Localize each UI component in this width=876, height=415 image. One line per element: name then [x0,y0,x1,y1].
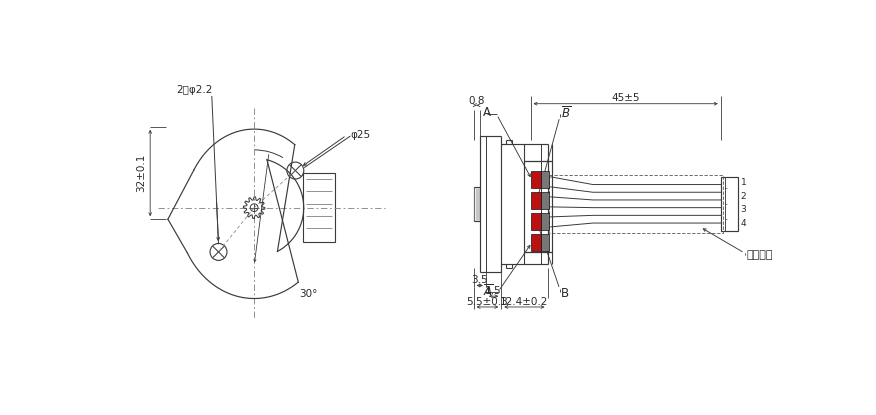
Text: φ25: φ25 [350,129,371,139]
Text: 45±5: 45±5 [611,93,639,103]
Bar [541,213,549,230]
Text: 32±0.1: 32±0.1 [136,154,146,192]
Bar [549,175,723,233]
Bar [302,173,335,242]
Bar [531,171,541,188]
Text: 2－φ2.2: 2－φ2.2 [177,85,213,95]
Bar [541,171,549,188]
Text: 0.8: 0.8 [469,96,485,106]
Text: A: A [483,106,491,120]
Bar [525,161,552,252]
Text: 4: 4 [741,219,746,228]
Text: 30°: 30° [299,288,317,298]
Text: 3.5: 3.5 [471,275,488,285]
Bar [541,234,549,251]
Text: 1.5: 1.5 [485,286,502,296]
Bar [541,192,549,209]
Text: 12.4±0.2: 12.4±0.2 [500,297,548,307]
Text: $\overline{B}$: $\overline{B}$ [562,105,571,121]
Text: $\overline{A}$: $\overline{A}$ [483,284,493,299]
Text: 3: 3 [741,205,746,215]
Text: B: B [562,287,569,300]
Bar [531,213,541,230]
Bar [721,177,738,231]
Bar [531,192,541,209]
Bar [531,234,541,251]
Text: 1: 1 [741,178,746,187]
Text: 5.5±0.3: 5.5±0.3 [467,297,508,307]
Text: 2: 2 [741,192,746,200]
Text: 热缩套管: 热缩套管 [746,249,773,260]
